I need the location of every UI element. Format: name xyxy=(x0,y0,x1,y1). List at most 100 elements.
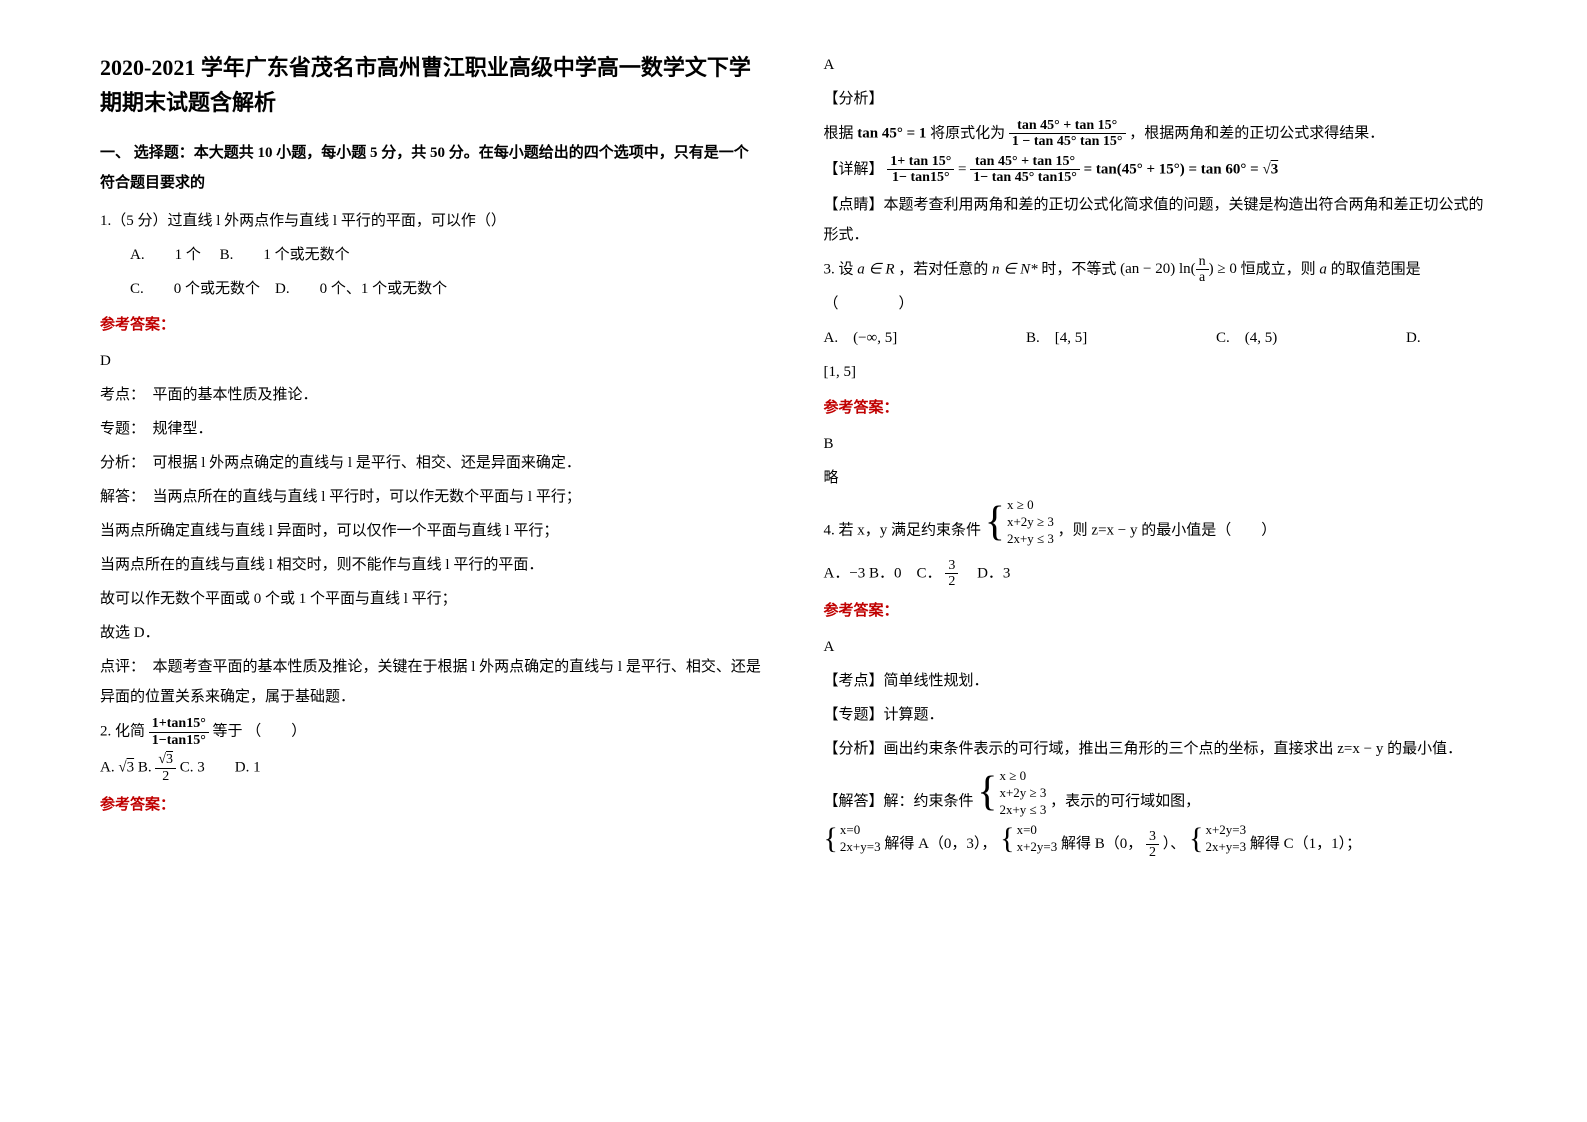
q1-jieda2: 当两点所确定直线与直线 l 异面时，可以仅作一个平面与直线 l 平行； xyxy=(100,516,764,546)
q4-optD: D．3 xyxy=(962,565,1010,581)
q2-answer: A xyxy=(824,50,1488,80)
q2-answer-label: 参考答案： xyxy=(100,790,764,820)
q3-mid1: ，若对任意的 xyxy=(898,261,988,277)
q2-optA-val: √√33 xyxy=(118,759,134,775)
q4-s3a: x+2y=3 xyxy=(1203,822,1246,839)
q4-s3b: 2x+y=3 xyxy=(1203,839,1246,856)
q3-post: 恒成立，则 xyxy=(1241,261,1316,277)
q3-fd: a xyxy=(1196,270,1209,285)
q4-optC-den: 2 xyxy=(945,574,958,589)
q1-jieda3: 当两点所在的直线与直线 l 相交时，则不能作与直线 l 平行的平面． xyxy=(100,550,764,580)
q4-s2-frac: 3 2 xyxy=(1146,829,1159,861)
q2-stem: 2. 化简 1+tan15° 1−tan15° 等于 （ ） xyxy=(100,716,764,748)
q2-frac-num: 1+tan15° xyxy=(149,716,209,732)
q2-xj-frac1: 1+ tan 15° 1− tan15° xyxy=(887,154,954,186)
q1-jieda1: 解答： 当两点所在的直线与直线 l 平行时，可以作无数个平面与 l 平行； xyxy=(100,482,764,512)
q1-zhuanti: 专题： 规律型． xyxy=(100,414,764,444)
q4-s2b: x+2y=3 xyxy=(1015,839,1058,856)
q1-jieda4: 故可以作无数个平面或 0 个或 1 个平面与直线 l 平行； xyxy=(100,584,764,614)
q2-fenxi-frac-den: 1 − tan 45° tan 15° xyxy=(1009,134,1126,149)
q2-optB-den: 2 xyxy=(155,769,176,784)
left-column: 2020-2021 学年广东省茂名市高州曹江职业高级中学高一数学文下学期期末试题… xyxy=(100,50,764,865)
q4-c1: x ≥ 0 xyxy=(1005,497,1054,514)
brace-left-icon-2: { xyxy=(977,776,997,810)
q4-pre: 4. 若 x，y 满足约束条件 xyxy=(824,523,982,539)
q3-answer: B xyxy=(824,429,1488,459)
q3-stem: 3. 设 a ∈ R ，若对任意的 n ∈ N* 时，不等式 (an − 20)… xyxy=(824,254,1488,286)
q4-optC-num: 3 xyxy=(945,558,958,574)
q4-answer: A xyxy=(824,632,1488,662)
q3-blank: （ ） xyxy=(824,289,1488,319)
q1-dianping: 点评： 本题考查平面的基本性质及推论，关键在于根据 l 外两点确定的直线与 l … xyxy=(100,652,764,712)
q3-fn: n xyxy=(1196,254,1209,270)
q4-fenxi: 【分析】画出约束条件表示的可行域，推出三角形的三个点的坐标，直接求出 z=x −… xyxy=(824,734,1488,764)
q4-sys2: { x=0 x+2y=3 xyxy=(1000,822,1057,856)
q1-jieda5: 故选 D． xyxy=(100,618,764,648)
right-column: A 【分析】 根据 tan 45° = 1 将原式化为 tan 45° + ta… xyxy=(824,50,1488,865)
q1-answer-label: 参考答案： xyxy=(100,310,764,340)
q2-frac-den: 1−tan15° xyxy=(149,733,209,748)
q4-optA: A．−3 xyxy=(824,565,866,581)
q3-a: a ∈ R xyxy=(857,261,894,277)
q2-dianping: 【点睛】本题考查利用两角和差的正切公式化简求值的问题，关键是构造出符合两角和差正… xyxy=(824,190,1488,250)
q4-s2res-post: ）、 xyxy=(1163,836,1186,852)
q4-s3res: 解得 C（1，1）； xyxy=(1250,836,1361,852)
q4-c3: 2x+y ≤ 3 xyxy=(1005,531,1054,548)
q3-options: A. (−∞, 5] B. [4, 5] C. (4, 5) D. xyxy=(824,323,1421,353)
q2-frac: 1+tan15° 1−tan15° xyxy=(149,716,209,748)
q2-xj-f1-den: 1− tan15° xyxy=(887,170,954,185)
q2-xiangjie-label: 【详解】 xyxy=(824,161,884,177)
q4-s2-num: 3 xyxy=(1146,829,1159,845)
q4-c3b: 2x+y ≤ 3 xyxy=(997,802,1046,819)
q4-s1b: 2x+y=3 xyxy=(838,839,881,856)
brace-icon-3: { xyxy=(1189,827,1203,851)
brace-left-icon: { xyxy=(985,506,1005,540)
q4-c2b: x+2y ≥ 3 xyxy=(997,785,1046,802)
q4-s1res: 解得 A（0，3）， xyxy=(884,836,996,852)
q2-xj-f1-num: 1+ tan 15° xyxy=(887,154,954,170)
q3-ineq: (an − 20) ln(na) ≥ 0 xyxy=(1120,261,1237,277)
q3-a2: a xyxy=(1319,261,1327,277)
q2-fenxi-frac-num: tan 45° + tan 15° xyxy=(1009,118,1126,134)
q2-fenxi-frac: tan 45° + tan 15° 1 − tan 45° tan 15° xyxy=(1009,118,1126,150)
q4-s2a: x=0 xyxy=(1015,822,1058,839)
q3-post2: 的取值范围是 xyxy=(1331,261,1421,277)
q2-options: A. √√33 B. √3 2 C. 3 D. 1 xyxy=(100,752,764,784)
q1-kaodian: 考点： 平面的基本性质及推论． xyxy=(100,380,764,410)
q1-options-row1: A. 1 个 B. 1 个或无数个 xyxy=(130,240,764,270)
q4-optC-frac: 3 2 xyxy=(945,558,958,590)
q2-stem-post: 等于 （ ） xyxy=(213,724,307,740)
q4-jieda-pre: 【解答】解：约束条件 xyxy=(824,793,974,809)
q1-fenxi: 分析： 可根据 l 外两点确定的直线与 l 是平行、相交、还是异面来确定． xyxy=(100,448,764,478)
q2-stem-pre: 2. 化简 xyxy=(100,724,145,740)
q1-stem: 1.（5 分）过直线 l 外两点作与直线 l 平行的平面，可以作（） xyxy=(100,206,764,236)
eq-sign-1: = xyxy=(958,161,970,177)
q2-fenxi: 根据 tan 45° = 1 将原式化为 tan 45° + tan 15° 1… xyxy=(824,118,1488,150)
q4-brace: { x ≥ 0 x+2y ≥ 3 2x+y ≤ 3 xyxy=(985,497,1054,548)
q1-options-row2: C. 0 个或无数个 D. 0 个、1 个或无数个 xyxy=(130,274,764,304)
q4-s2res-pre: 解得 B（0， xyxy=(1061,836,1142,852)
q2-xj-frac2: tan 45° + tan 15° 1− tan 45° tan15° xyxy=(970,154,1080,186)
q4-kaodian: 【考点】简单线性规划． xyxy=(824,666,1488,696)
q3-lue: 略 xyxy=(824,463,1488,493)
q2-fenxi-mid: 将原式化为 xyxy=(930,125,1005,141)
q4-c2: x+2y ≥ 3 xyxy=(1005,514,1054,531)
q2-optA-pre: A. xyxy=(100,759,118,775)
q3-optD2: [1, 5] xyxy=(824,357,1488,387)
q2-fenxi-pre: 根据 xyxy=(824,125,858,141)
doc-title: 2020-2021 学年广东省茂名市高州曹江职业高级中学高一数学文下学期期末试题… xyxy=(100,50,764,120)
brace-icon: { xyxy=(824,827,838,851)
q4-post: ，则 z=x − y 的最小值是（ ） xyxy=(1058,523,1277,539)
q4-brace2: { x ≥ 0 x+2y ≥ 3 2x+y ≤ 3 xyxy=(977,768,1046,819)
q4-s2-den: 2 xyxy=(1146,845,1159,860)
q4-sys3: { x+2y=3 2x+y=3 xyxy=(1189,822,1246,856)
q4-jieda: 【解答】解：约束条件 { x ≥ 0 x+2y ≥ 3 2x+y ≤ 3 ，表示… xyxy=(824,768,1488,819)
q2-xiangjie: 【详解】 1+ tan 15° 1− tan15° = tan 45° + ta… xyxy=(824,154,1488,186)
q3-optD: D. xyxy=(1406,323,1421,353)
q4-c1b: x ≥ 0 xyxy=(997,768,1046,785)
q2-optB-pre: B. xyxy=(138,759,156,775)
q3-answer-label: 参考答案： xyxy=(824,393,1488,423)
q3-n: n ∈ N* xyxy=(992,261,1038,277)
q4-options: A．−3 B．0 C． 3 2 D．3 xyxy=(824,558,1488,590)
q2-optC: C. 3 D. 1 xyxy=(180,759,261,775)
